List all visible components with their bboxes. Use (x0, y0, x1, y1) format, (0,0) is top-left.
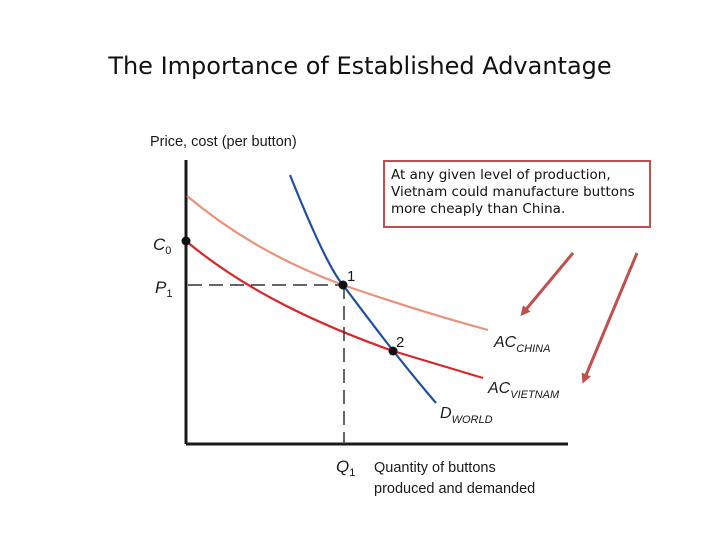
y-axis-label: Price, cost (per button) (150, 134, 297, 150)
x-axis-label-line1: Quantity of buttons (374, 460, 496, 476)
series-label-d-world: DWORLD (440, 405, 493, 426)
point-2-label: 2 (396, 334, 404, 351)
y-tick-p1: P1 (155, 278, 172, 300)
point-1 (338, 280, 348, 290)
point-c0 (181, 236, 191, 246)
callout-arrow-china (520, 252, 575, 317)
callout-box: At any given level of production, Vietna… (383, 160, 651, 228)
slide-title: The Importance of Established Advantage (108, 52, 612, 80)
y-tick-c0: C0 (153, 235, 171, 257)
series-label-ac-vietnam: ACVIETNAM (487, 380, 560, 401)
point-1-label: 1 (347, 268, 355, 285)
x-axis-label-line2: produced and demanded (374, 481, 535, 497)
series-label-ac-china: ACCHINA (493, 334, 550, 355)
callout-arrow-vietnam (581, 252, 639, 384)
point-2 (388, 346, 398, 356)
x-tick-q1: Q1 (336, 457, 355, 479)
ac-vietnam-curve (185, 240, 484, 380)
